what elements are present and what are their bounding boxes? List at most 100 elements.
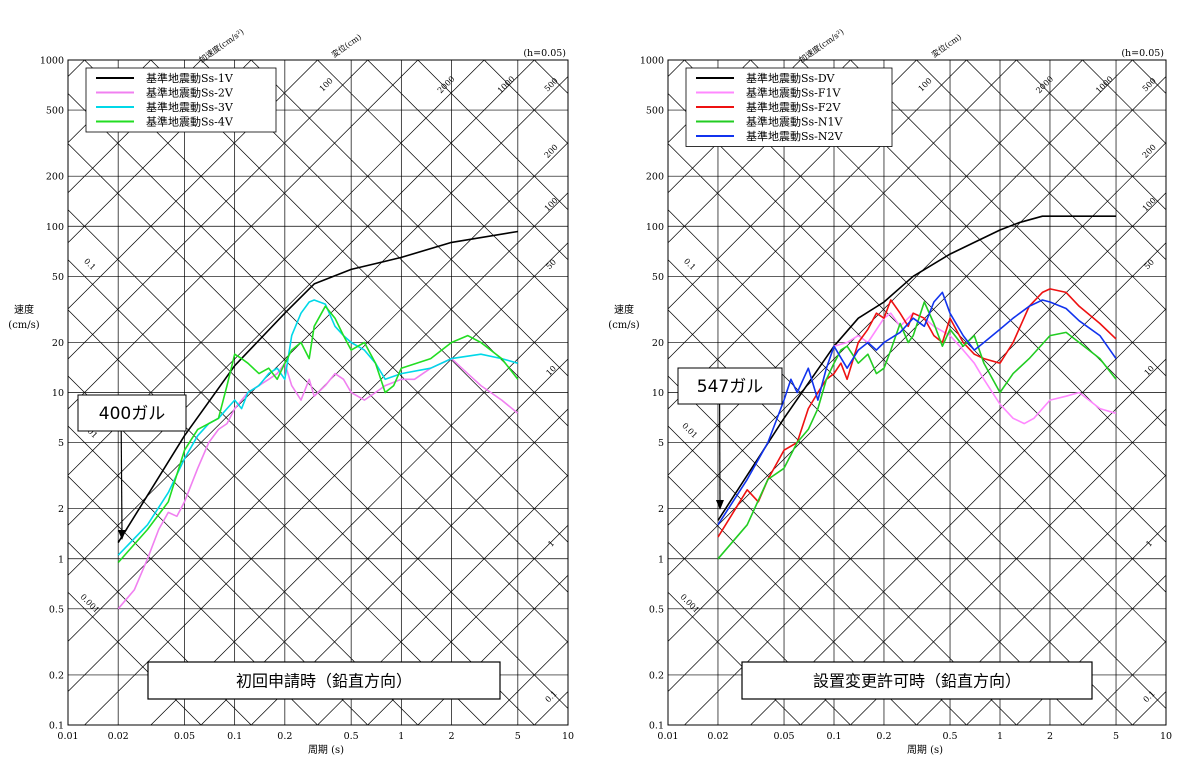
y-tick-label: 10 — [652, 388, 664, 399]
x-tick-label: 0.01 — [657, 731, 678, 742]
accel-grid-line — [667, 192, 1167, 692]
series-line-1 — [117, 230, 518, 544]
chart-caption: 設置変更許可時（鉛直方向） — [741, 661, 1093, 700]
annotation-arrow-head — [715, 499, 724, 510]
damping-label: (h=0.05) — [523, 48, 566, 59]
x-tick-label: 0.5 — [942, 731, 957, 742]
x-tick-label: 1 — [997, 731, 1003, 742]
accel-grid-line — [67, 59, 419, 410]
x-tick-label: 0.1 — [227, 731, 242, 742]
annotation-arrow-head — [117, 529, 126, 540]
x-tick-label: 0.1 — [826, 731, 841, 742]
legend-label: 基準地震動Ss-1V — [146, 71, 234, 85]
y-tick-label: 10 — [52, 388, 64, 399]
x-tick-label: 0.5 — [344, 731, 359, 742]
disp-grid-line — [667, 259, 1133, 726]
x-tick-label: 2 — [448, 731, 454, 742]
tripartite-grid — [67, 59, 569, 726]
x-tick-label: 0.05 — [174, 731, 195, 742]
x-tick-label: 5 — [1113, 731, 1119, 742]
y-tick-label: 0.1 — [649, 721, 664, 732]
legend-label: 基準地震動Ss-N2V — [746, 129, 844, 143]
disp-axis-title: 変位(cm) — [929, 32, 963, 60]
y-tick-label: 500 — [646, 106, 664, 117]
y-tick-label: 50 — [652, 272, 664, 283]
caption-box — [147, 661, 501, 700]
x-tick-label: 0.2 — [277, 731, 292, 742]
y-tick-label: 5 — [658, 438, 664, 449]
disp-grid-line — [667, 209, 1167, 709]
accel-grid-line — [684, 242, 1167, 726]
annotation-label: 400ガル — [99, 404, 165, 424]
series-line-2 — [833, 312, 1117, 425]
chart-initial-application: 0.01 0.02 0.05 0.1 0.2 0.5 1 2 5 10 0.1 0.2 0.5 1 2 5 10… — [8, 26, 574, 756]
y-tick-label: 20 — [652, 338, 664, 349]
y-tick-label: 5 — [58, 438, 64, 449]
y-tick-label: 0.2 — [49, 670, 64, 681]
x-tick-label: 1 — [398, 731, 404, 742]
disp-grid-line — [1132, 59, 1167, 94]
x-tick-label: 0.01 — [57, 731, 78, 742]
accel-grid-line — [1082, 641, 1167, 726]
chart-caption: 初回申請時（鉛直方向） — [147, 661, 501, 700]
accel-axis-title: 加速度(cm/s²) — [797, 26, 846, 64]
y-tick-label: 100 — [46, 222, 64, 233]
x-tick-label: 0.05 — [773, 731, 794, 742]
disp-grid-line — [317, 59, 569, 311]
y-axis-title: 速度 — [614, 303, 634, 316]
accel-axis-title: 加速度(cm/s²) — [197, 26, 246, 64]
disp-grid-line — [916, 59, 1167, 311]
accel-grid-line — [667, 59, 1017, 410]
legend-label: 基準地震動Ss-DV — [746, 71, 836, 85]
disp-grid-line — [84, 59, 569, 543]
series-group — [117, 230, 519, 610]
disp-grid-line — [1082, 59, 1167, 144]
y-axis-title: 速度 — [14, 303, 34, 316]
accel-grid-line — [67, 76, 569, 576]
legend-label: 基準地震動Ss-2V — [146, 86, 234, 100]
y-tick-label: 200 — [46, 172, 64, 183]
accel-grid-line — [1016, 574, 1167, 726]
series-line-2 — [117, 357, 519, 610]
accel-line-label: 1 — [546, 539, 556, 549]
accel-grid-line — [67, 59, 85, 77]
accel-grid-line — [483, 641, 569, 726]
disp-grid-line — [667, 93, 1167, 593]
y-tick-label: 1000 — [640, 56, 664, 67]
caption-text: 初回申請時（鉛直方向） — [236, 672, 412, 691]
accel-grid-line — [150, 308, 569, 726]
accel-grid-line — [667, 59, 1083, 476]
accel-grid-line — [534, 691, 569, 726]
legend-label: 基準地震動Ss-3V — [146, 100, 234, 114]
x-tick-label: 0.2 — [876, 731, 891, 742]
series-group — [717, 215, 1117, 560]
y-axis-unit: (cm/s) — [608, 320, 639, 331]
y-tick-label: 0.1 — [49, 721, 64, 732]
disp-grid-line — [67, 93, 569, 593]
accel-grid-line — [750, 308, 1167, 726]
legend-label: 基準地震動Ss-F2V — [746, 100, 842, 114]
y-tick-label: 50 — [52, 272, 64, 283]
y-tick-label: 20 — [52, 338, 64, 349]
accel-grid-line — [417, 574, 569, 726]
chart-change-permit: 0.01 0.02 0.05 0.1 0.2 0.5 1 2 5 10 0.1 0.2 0.5 1 2 5 10… — [608, 26, 1172, 756]
accel-grid-line — [84, 242, 569, 726]
disp-grid-line — [850, 59, 1167, 377]
y-tick-label: 0.5 — [649, 604, 664, 615]
disp-grid-line — [67, 259, 535, 726]
legend-label: 基準地震動Ss-F1V — [746, 86, 842, 100]
disp-grid-line — [534, 59, 569, 94]
series-line-5 — [717, 291, 1117, 526]
x-axis-title: 周期 (s) — [907, 744, 943, 756]
y-tick-label: 200 — [646, 172, 664, 183]
disp-grid-line — [417, 59, 569, 211]
y-tick-label: 500 — [46, 106, 64, 117]
series-line-4 — [717, 301, 1117, 560]
accel-grid-line — [1132, 691, 1167, 726]
caption-box — [741, 661, 1093, 700]
disp-grid-line — [250, 59, 569, 377]
y-tick-label: 100 — [646, 222, 664, 233]
y-tick-label: 2 — [58, 504, 64, 515]
